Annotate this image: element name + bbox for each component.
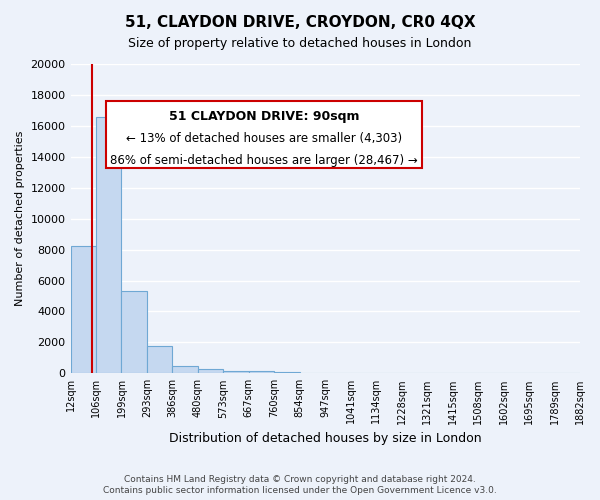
Bar <box>274 372 300 374</box>
Text: Size of property relative to detached houses in London: Size of property relative to detached ho… <box>128 38 472 51</box>
Bar <box>249 372 274 374</box>
Text: ← 13% of detached houses are smaller (4,303): ← 13% of detached houses are smaller (4,… <box>126 132 402 145</box>
Bar <box>96 116 121 374</box>
Text: Contains public sector information licensed under the Open Government Licence v3: Contains public sector information licen… <box>103 486 497 495</box>
X-axis label: Distribution of detached houses by size in London: Distribution of detached houses by size … <box>169 432 482 445</box>
Bar <box>71 246 96 374</box>
Text: 86% of semi-detached houses are larger (28,467) →: 86% of semi-detached houses are larger (… <box>110 154 418 166</box>
FancyBboxPatch shape <box>106 101 422 168</box>
Bar <box>172 366 198 374</box>
Text: 51 CLAYDON DRIVE: 90sqm: 51 CLAYDON DRIVE: 90sqm <box>169 110 359 124</box>
Bar <box>198 370 223 374</box>
Bar <box>223 370 249 374</box>
Text: Contains HM Land Registry data © Crown copyright and database right 2024.: Contains HM Land Registry data © Crown c… <box>124 475 476 484</box>
Y-axis label: Number of detached properties: Number of detached properties <box>15 131 25 306</box>
Text: 51, CLAYDON DRIVE, CROYDON, CR0 4QX: 51, CLAYDON DRIVE, CROYDON, CR0 4QX <box>125 15 475 30</box>
Bar <box>147 346 172 374</box>
Bar <box>121 292 147 374</box>
